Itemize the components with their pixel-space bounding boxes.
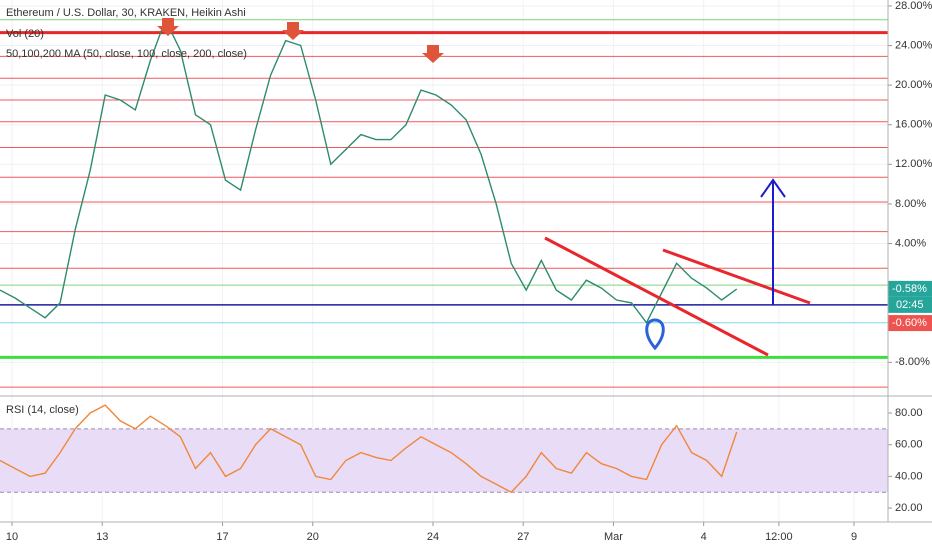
target-arrow-head [760, 178, 786, 198]
y-tick-label: 8.00% [895, 198, 926, 210]
trend-line [662, 248, 811, 305]
x-tick-label: 9 [851, 531, 857, 543]
prev-close-label: -0.60% [892, 317, 927, 329]
countdown-box [888, 296, 932, 313]
trend-line [544, 236, 769, 357]
y-tick-label: 4.00% [895, 237, 926, 249]
price-line [0, 404, 738, 494]
y-tick-label: 24.00% [895, 39, 932, 51]
price-line [0, 18, 738, 325]
x-tick-label: 27 [517, 531, 529, 543]
down-arrow [157, 18, 179, 36]
x-tick-label: 24 [427, 531, 439, 543]
indicator-label: Vol (20) [6, 28, 44, 40]
y-tick-label: 20.00 [895, 502, 923, 514]
y-tick-label: 16.00% [895, 119, 932, 131]
down-arrow [282, 22, 304, 40]
y-tick-label: 12.00% [895, 158, 932, 170]
countdown-label: 02:45 [896, 299, 924, 311]
last-price-label: -0.58% [892, 283, 927, 295]
y-tick-label: -8.00% [895, 356, 930, 368]
last-price-box [888, 280, 932, 297]
y-tick-label: 60.00 [895, 439, 923, 451]
x-tick-label: 10 [6, 531, 18, 543]
y-tick-label: 40.00 [895, 470, 923, 482]
x-tick-label: 4 [701, 531, 707, 543]
marker [645, 318, 665, 351]
drawings [157, 18, 811, 357]
indicator-label: 50,100,200 MA (50, close, 100, close, 20… [6, 48, 247, 60]
x-tick-label: 17 [216, 531, 228, 543]
x-tick-label: 20 [307, 531, 319, 543]
rsi-title: RSI (14, close) [6, 404, 79, 416]
down-arrow [422, 45, 444, 63]
chart-title: Ethereum / U.S. Dollar, 30, KRAKEN, Heik… [6, 7, 246, 19]
y-tick-label: 28.00% [895, 0, 932, 12]
y-tick-label: 80.00 [895, 407, 923, 419]
rsi-band [0, 428, 888, 493]
y-tick-label: 20.00% [895, 79, 932, 91]
prev-close-box [888, 315, 932, 332]
x-tick-label: Mar [604, 531, 623, 543]
x-tick-label: 12:00 [765, 531, 793, 543]
x-tick-label: 13 [96, 531, 108, 543]
